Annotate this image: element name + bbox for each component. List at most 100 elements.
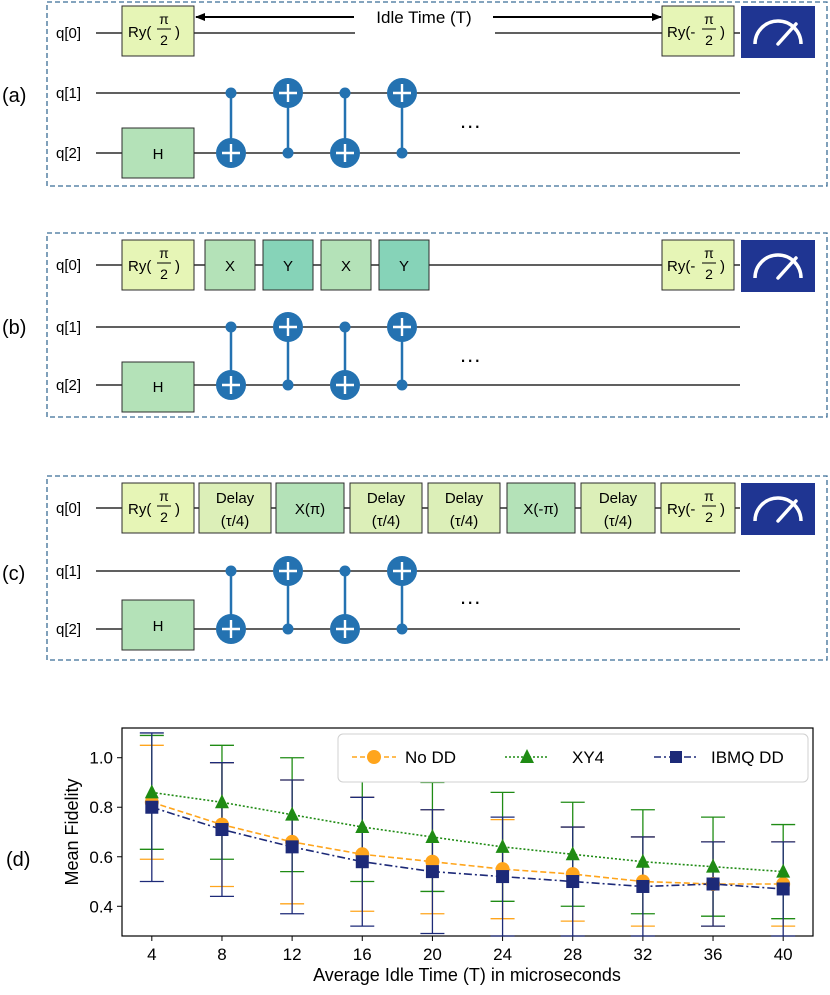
idle-time-label: Idle Time (T) <box>376 8 471 27</box>
svg-text:Ry(: Ry( <box>128 501 151 518</box>
ry-gate: Ry( π 2 ) <box>121 5 195 57</box>
series-line-xy4 <box>151 791 784 873</box>
svg-text:2: 2 <box>160 32 168 48</box>
svg-text:Ry(: Ry( <box>128 258 151 275</box>
svg-text:Delay: Delay <box>367 490 406 507</box>
svg-text:X: X <box>341 258 351 275</box>
plot-frame <box>121 727 814 937</box>
svg-text:π: π <box>159 488 169 504</box>
svg-text:H: H <box>153 379 164 396</box>
qubit-0-label: q[0] <box>56 257 81 274</box>
svg-text:2: 2 <box>160 266 168 282</box>
cnot-control-dot <box>225 565 237 577</box>
series-line-no-dd <box>151 801 784 885</box>
cnot-control-dot <box>225 321 237 333</box>
svg-text:2: 2 <box>160 509 168 525</box>
ry-neg-gate: Ry(- π 2 ) <box>661 5 735 57</box>
svg-text:Ry(: Ry( <box>128 24 151 41</box>
point-ibmq-dd <box>355 855 369 869</box>
x-ticks: 4 8 12 16 20 24 28 32 36 40 <box>147 936 793 964</box>
point-ibmq-dd <box>425 865 439 879</box>
delay-gate: Delay (τ/4) <box>198 482 272 534</box>
y-tick-label: 0.6 <box>89 848 113 867</box>
x-pi-gate: X(π) <box>275 482 345 534</box>
qubit-2-label: q[2] <box>56 377 81 394</box>
qubit-1-label: q[1] <box>56 319 81 336</box>
qubit-2-label: q[2] <box>56 621 81 638</box>
svg-text:Y: Y <box>399 258 409 275</box>
svg-text:Delay: Delay <box>445 490 484 507</box>
svg-text:X(π): X(π) <box>295 501 325 518</box>
svg-text:H: H <box>153 618 164 635</box>
panel-c-frame <box>46 475 828 661</box>
cnot-control-dot <box>282 379 294 391</box>
y-tick-label: 0.4 <box>89 897 113 916</box>
cnot-control-dot <box>282 147 294 159</box>
y-gate: Y <box>378 239 430 291</box>
svg-text:Y: Y <box>283 258 293 275</box>
point-ibmq-dd <box>285 840 299 854</box>
cnot-control-dot <box>339 321 351 333</box>
meter-icon <box>741 483 815 535</box>
cnot-control-dot <box>339 565 351 577</box>
cnot-gates <box>216 556 417 644</box>
delay-gate: Delay (τ/4) <box>580 482 656 534</box>
legend-label-no-dd: No DD <box>405 748 456 767</box>
panel-c: (c) q[0] q[1] q[2] Ry( π 2 ) Delay (τ/4)… <box>2 475 828 661</box>
svg-text:π: π <box>159 245 169 261</box>
legend-marker-ibmq-dd <box>670 751 682 763</box>
y-tick-label: 1.0 <box>89 749 113 768</box>
legend-label-xy4: XY4 <box>572 748 604 767</box>
x-tick-label: 12 <box>283 945 302 964</box>
cnot-control-dot <box>396 623 408 635</box>
svg-text:X: X <box>225 258 235 275</box>
svg-text:π: π <box>704 245 714 261</box>
h-gate: H <box>121 361 195 413</box>
svg-text:H: H <box>153 146 164 163</box>
point-xy4 <box>706 858 721 873</box>
svg-text:Ry(-: Ry(- <box>667 501 695 518</box>
x-tick-label: 40 <box>774 945 793 964</box>
h-gate: H <box>121 127 195 179</box>
y-tick-label: 0.8 <box>89 798 113 817</box>
ry-gate: Ry( π 2 ) <box>121 482 195 534</box>
point-ibmq-dd <box>566 875 580 889</box>
svg-text:): ) <box>720 501 725 518</box>
svg-text:Delay: Delay <box>599 490 638 507</box>
point-ibmq-dd <box>706 877 720 891</box>
ellipsis: ... <box>460 108 481 133</box>
point-ibmq-dd <box>776 882 790 896</box>
point-ibmq-dd <box>145 800 159 814</box>
qubit-1-label: q[1] <box>56 563 81 580</box>
cnot-control-dot <box>396 379 408 391</box>
cnot-control-dot <box>282 623 294 635</box>
cnot-control-dot <box>339 87 351 99</box>
panel-b: (b) q[0] q[1] q[2] Ry( π 2 ) X Y X <box>2 232 828 418</box>
panel-d: (d) 0.4 0.6 0.8 1.0 4 8 12 16 20 24 28 32 36 40 Mean… <box>6 727 814 985</box>
panel-b-frame <box>46 232 828 418</box>
cnot-control-dot <box>396 147 408 159</box>
point-xy4 <box>144 784 159 799</box>
point-ibmq-dd <box>215 823 229 837</box>
y-gate: Y <box>262 239 314 291</box>
x-tick-label: 24 <box>493 945 512 964</box>
panel-b-label: (b) <box>2 317 26 339</box>
point-xy4 <box>425 828 440 843</box>
svg-text:): ) <box>175 501 180 518</box>
ry-gate: Ry( π 2 ) <box>121 239 195 291</box>
svg-text:(τ/4): (τ/4) <box>372 513 400 530</box>
ry-neg-gate: Ry(- π 2 ) <box>660 482 736 534</box>
x-tick-label: 36 <box>704 945 723 964</box>
svg-text:2: 2 <box>705 509 713 525</box>
qubit-2-label: q[2] <box>56 145 81 162</box>
point-xy4 <box>635 853 650 868</box>
panel-d-label: (d) <box>6 849 30 871</box>
point-xy4 <box>285 806 300 821</box>
delay-gate: Delay (τ/4) <box>349 482 423 534</box>
panel-a-label: (a) <box>2 85 26 107</box>
x-tick-label: 4 <box>147 945 156 964</box>
legend-marker-xy4 <box>520 749 534 763</box>
svg-text:(τ/4): (τ/4) <box>604 513 632 530</box>
ry-neg-gate: Ry(- π 2 ) <box>661 239 735 291</box>
